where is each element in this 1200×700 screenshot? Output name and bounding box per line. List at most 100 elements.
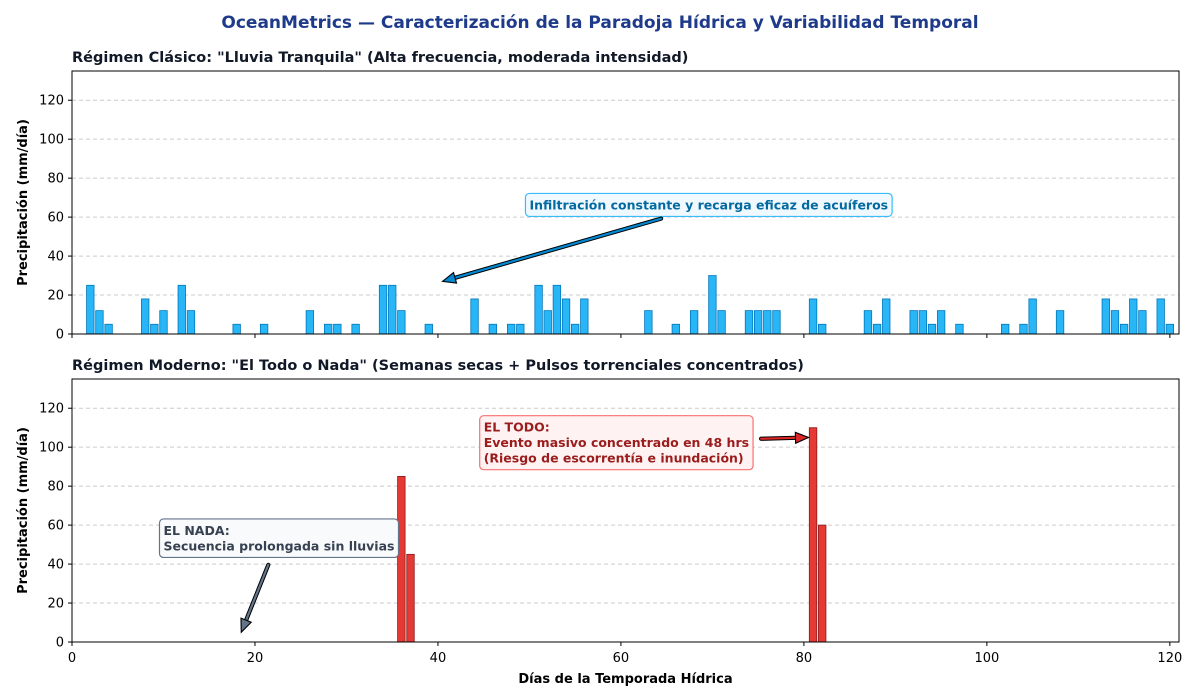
bar xyxy=(177,284,186,335)
bar xyxy=(141,298,150,335)
bar xyxy=(918,310,927,335)
bar xyxy=(1055,310,1065,335)
bar xyxy=(506,323,516,335)
bar xyxy=(927,323,937,335)
y-tick-label: 100 xyxy=(39,133,64,148)
y-tick-label: 120 xyxy=(39,94,64,109)
y-tick-label: 20 xyxy=(47,597,64,612)
x-axis-label: Días de la Temporada Hídrica xyxy=(518,672,732,687)
annotation-arrow-head xyxy=(240,617,253,634)
bar xyxy=(351,323,360,335)
bar xyxy=(1138,310,1147,335)
y-axis-label: Precipitación (mm/día) xyxy=(16,119,31,286)
bar xyxy=(1119,323,1129,335)
bar xyxy=(571,323,580,335)
annotation-arrow-shaft xyxy=(453,217,663,279)
bar xyxy=(259,323,269,335)
bar xyxy=(671,323,680,335)
annotation-arrow-head xyxy=(441,271,458,284)
bar xyxy=(936,310,946,335)
bar xyxy=(561,298,571,335)
x-tick-label: 0 xyxy=(68,651,76,666)
annotation-box xyxy=(158,518,400,559)
bar xyxy=(1101,298,1110,335)
bar xyxy=(333,323,342,335)
y-tick-label: 40 xyxy=(47,250,64,265)
bar xyxy=(863,310,873,335)
annotation-text: EL TODO: Evento masivo concentrado en 48 … xyxy=(484,420,749,466)
bar xyxy=(744,310,754,335)
axes-frame xyxy=(71,378,1180,643)
bar xyxy=(1019,323,1028,335)
bar xyxy=(378,284,388,335)
x-tick-label: 100 xyxy=(974,651,999,666)
axes-frame xyxy=(71,70,1180,335)
bar xyxy=(470,298,479,335)
bar xyxy=(150,323,159,335)
y-tick-label: 60 xyxy=(47,519,64,534)
panel-title: Régimen Moderno: "El Todo o Nada" (Seman… xyxy=(72,358,804,374)
bar xyxy=(324,323,333,335)
bar xyxy=(644,310,653,335)
bar xyxy=(534,284,543,335)
bar xyxy=(580,298,589,335)
y-tick-label: 40 xyxy=(47,558,64,573)
bar xyxy=(1129,298,1138,335)
bar xyxy=(95,310,104,335)
bar xyxy=(86,284,95,335)
annotation: EL TODO: Evento masivo concentrado en 48 … xyxy=(479,415,810,471)
bar xyxy=(754,310,763,335)
annotation-arrow-head xyxy=(794,431,810,445)
x-tick-label: 120 xyxy=(1157,651,1182,666)
x-tick-label: 60 xyxy=(613,651,630,666)
bar xyxy=(818,323,827,335)
bar xyxy=(543,310,552,335)
y-tick-label: 0 xyxy=(56,328,64,343)
annotation-line: EL TODO: xyxy=(484,420,550,435)
bar xyxy=(717,310,726,335)
bar xyxy=(305,310,315,335)
modern-regime-panel: 0 20 40 60 80 100 120 0 20 40 60 80 100 120 Régimen Mo… xyxy=(16,358,1182,687)
annotation-text: EL NADA: Secuencia prolongada sin lluvias xyxy=(163,523,394,554)
bar xyxy=(708,275,717,335)
bar xyxy=(1110,310,1120,335)
y-tick-label: 20 xyxy=(47,289,64,304)
bar xyxy=(388,284,397,335)
annotation-line: Secuencia prolongada sin lluvias xyxy=(163,538,394,553)
y-tick-label: 80 xyxy=(47,172,64,187)
annotation-line: Evento masivo concentrado en 48 hrs xyxy=(484,435,749,450)
annotation-box xyxy=(524,192,893,218)
bar xyxy=(1001,323,1010,335)
bar xyxy=(397,310,406,335)
bar xyxy=(552,284,562,335)
bar xyxy=(424,323,433,335)
bar xyxy=(689,310,699,335)
y-axis-label: Precipitación (mm/día) xyxy=(16,427,31,594)
bar xyxy=(808,298,818,335)
bar xyxy=(909,310,918,335)
annotation-box xyxy=(479,415,754,471)
bar xyxy=(872,323,882,335)
bar xyxy=(186,310,196,335)
y-tick-label: 80 xyxy=(47,480,64,495)
annotation: Infiltración constante y recarga eficaz … xyxy=(441,192,893,284)
x-tick-label: 20 xyxy=(247,651,264,666)
y-tick-label: 0 xyxy=(56,636,64,651)
y-tick-label: 120 xyxy=(39,402,64,417)
bar xyxy=(232,323,241,335)
bar xyxy=(1028,298,1037,335)
annotation-line: Infiltración constante y recarga eficaz … xyxy=(529,197,888,212)
x-tick-label: 80 xyxy=(796,651,813,666)
bar xyxy=(772,310,781,335)
annotation-line: (Riesgo de escorrentía e inundación) xyxy=(484,451,744,466)
bar xyxy=(763,310,772,335)
x-tick-label: 40 xyxy=(430,651,447,666)
bar xyxy=(818,524,827,643)
classic-regime-panel: 0 20 40 60 80 100 120 Régimen Clásico: "Lluvia … xyxy=(16,50,1180,343)
annotation-arrow-shaft xyxy=(244,563,270,622)
bar xyxy=(955,323,964,335)
bar xyxy=(488,323,497,335)
bar xyxy=(516,323,525,335)
figure-title: OceanMetrics — Caracterización de la Par… xyxy=(221,13,978,33)
bar xyxy=(882,298,891,335)
